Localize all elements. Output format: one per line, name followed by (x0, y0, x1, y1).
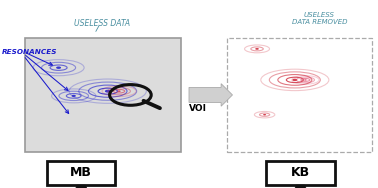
Bar (227, 38, 372, 152)
Text: VOI: VOI (189, 104, 208, 113)
Circle shape (56, 66, 61, 69)
Text: USELESS
DATA REMOVED: USELESS DATA REMOVED (292, 12, 347, 25)
Circle shape (292, 79, 297, 81)
Bar (47, 161, 115, 185)
Polygon shape (74, 185, 89, 188)
Circle shape (118, 90, 121, 92)
Circle shape (71, 95, 76, 97)
Text: RESONANCES: RESONANCES (2, 49, 57, 55)
Circle shape (105, 90, 110, 92)
Text: KB: KB (291, 166, 310, 180)
Polygon shape (189, 84, 232, 106)
Text: USELESS DATA: USELESS DATA (74, 19, 130, 28)
Bar (25, 38, 181, 152)
Polygon shape (293, 185, 308, 188)
Circle shape (304, 79, 307, 81)
Bar (266, 161, 335, 185)
Text: MB: MB (70, 166, 92, 180)
Circle shape (263, 114, 266, 115)
Circle shape (255, 48, 259, 50)
